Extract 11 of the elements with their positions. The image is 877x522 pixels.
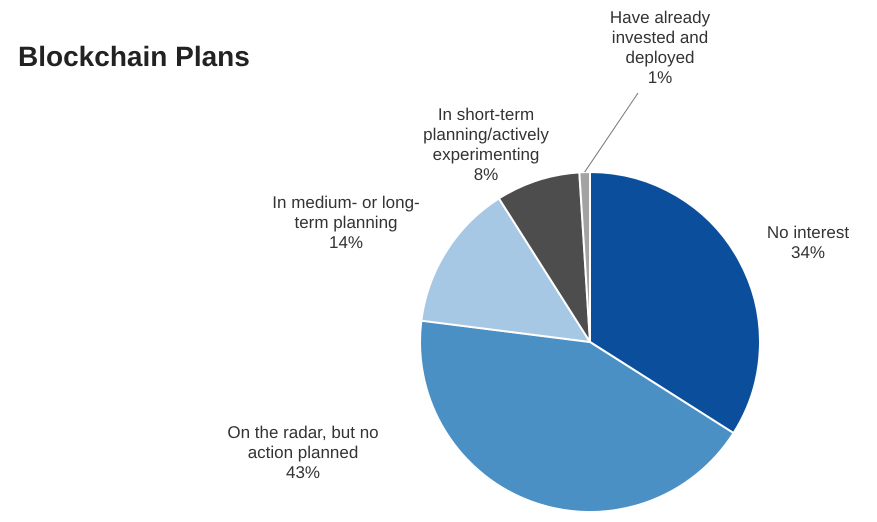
data-label: 14%: [328, 233, 364, 252]
slice-label: No interest: [766, 223, 850, 242]
data-label: 8%: [474, 165, 498, 184]
slice-label: In medium- or long-term planning: [272, 193, 420, 232]
slice-label: In short-term planning/actively experimenting: [423, 105, 550, 164]
slice-label: On the radar, but no action planned: [227, 423, 379, 462]
slice-label: Have already invested and deployed: [610, 8, 711, 67]
text: Blockchain Plans: [18, 41, 250, 72]
data-label: 1%: [648, 68, 672, 87]
data-label: 34%: [790, 243, 826, 262]
data-label: 43%: [286, 463, 320, 482]
